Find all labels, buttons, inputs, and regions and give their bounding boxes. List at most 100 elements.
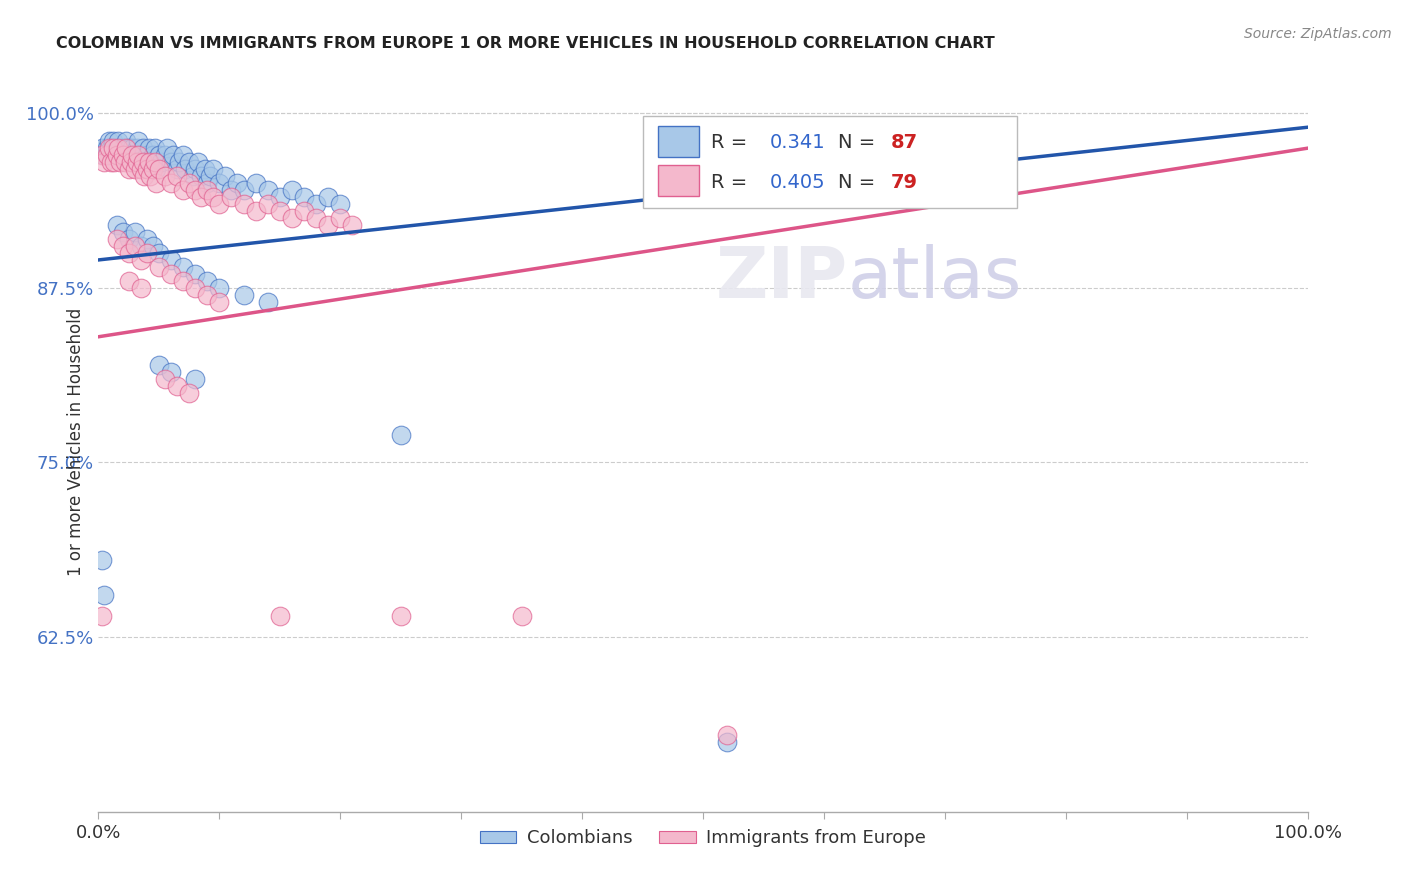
Point — [135, 246, 157, 260]
Point — [118, 162, 141, 177]
Text: 0.405: 0.405 — [769, 173, 825, 192]
Point — [108, 155, 131, 169]
Point — [305, 211, 328, 225]
Point — [101, 141, 124, 155]
Point — [127, 148, 149, 162]
FancyBboxPatch shape — [658, 126, 699, 157]
Point — [129, 239, 152, 253]
Point — [101, 134, 124, 148]
Point — [98, 134, 121, 148]
Point — [160, 155, 183, 169]
Point — [148, 358, 170, 372]
Point — [111, 141, 134, 155]
Point — [198, 169, 221, 183]
Point — [316, 218, 339, 232]
Point — [121, 148, 143, 162]
Point — [96, 141, 118, 155]
Point — [108, 148, 131, 162]
Point — [179, 385, 201, 400]
Point — [98, 141, 121, 155]
Point — [107, 134, 129, 148]
Point — [184, 267, 207, 281]
Point — [174, 162, 197, 177]
Point — [181, 169, 204, 183]
Point — [153, 372, 176, 386]
Point — [208, 294, 231, 309]
Point — [93, 155, 115, 169]
Point — [716, 728, 738, 742]
Text: atlas: atlas — [848, 244, 1022, 313]
Point — [179, 176, 201, 190]
Point — [190, 190, 212, 204]
Text: ZIP: ZIP — [716, 244, 848, 313]
Point — [716, 735, 738, 749]
Point — [160, 365, 183, 379]
Legend: Colombians, Immigrants from Europe: Colombians, Immigrants from Europe — [472, 822, 934, 855]
FancyBboxPatch shape — [643, 116, 1018, 209]
Point — [148, 260, 170, 274]
Text: R =: R = — [711, 134, 754, 153]
Point — [179, 155, 201, 169]
Point — [194, 162, 217, 177]
Point — [510, 609, 533, 624]
Point — [115, 134, 138, 148]
Point — [172, 274, 194, 288]
Point — [142, 239, 165, 253]
Point — [245, 176, 267, 190]
Point — [269, 609, 291, 624]
Text: COLOMBIAN VS IMMIGRANTS FROM EUROPE 1 OR MORE VEHICLES IN HOUSEHOLD CORRELATION : COLOMBIAN VS IMMIGRANTS FROM EUROPE 1 OR… — [56, 36, 995, 51]
Point — [129, 281, 152, 295]
Point — [103, 155, 125, 169]
Point — [129, 252, 152, 267]
Point — [187, 155, 209, 169]
Point — [232, 197, 254, 211]
Point — [232, 288, 254, 302]
Point — [166, 162, 188, 177]
Point — [281, 183, 304, 197]
Point — [166, 169, 188, 183]
Point — [91, 148, 114, 162]
Point — [156, 141, 179, 155]
Point — [143, 141, 166, 155]
Point — [103, 148, 125, 162]
Point — [124, 148, 146, 162]
Point — [114, 155, 136, 169]
Point — [124, 239, 146, 253]
Point — [135, 148, 157, 162]
Point — [145, 176, 167, 190]
Point — [118, 141, 141, 155]
Point — [148, 246, 170, 260]
Point — [160, 267, 183, 281]
Point — [127, 155, 149, 169]
Point — [292, 190, 315, 204]
Point — [96, 148, 118, 162]
Point — [138, 155, 160, 169]
Point — [195, 176, 218, 190]
Point — [329, 211, 352, 225]
Point — [153, 169, 176, 183]
Point — [105, 218, 128, 232]
Point — [281, 211, 304, 225]
Text: 79: 79 — [890, 173, 918, 192]
Point — [135, 232, 157, 246]
Point — [93, 148, 115, 162]
Point — [153, 148, 176, 162]
Point — [150, 155, 173, 169]
Point — [100, 141, 122, 155]
Point — [139, 155, 162, 169]
Point — [269, 204, 291, 219]
Point — [142, 162, 165, 177]
Point — [184, 162, 207, 177]
Point — [316, 190, 339, 204]
Text: N =: N = — [838, 173, 882, 192]
Point — [190, 169, 212, 183]
Point — [172, 183, 194, 197]
Point — [172, 260, 194, 274]
Y-axis label: 1 or more Vehicles in Household: 1 or more Vehicles in Household — [66, 308, 84, 575]
Point — [195, 288, 218, 302]
Point — [214, 169, 236, 183]
Point — [120, 155, 142, 169]
Point — [245, 204, 267, 219]
Point — [100, 155, 122, 169]
Point — [172, 148, 194, 162]
